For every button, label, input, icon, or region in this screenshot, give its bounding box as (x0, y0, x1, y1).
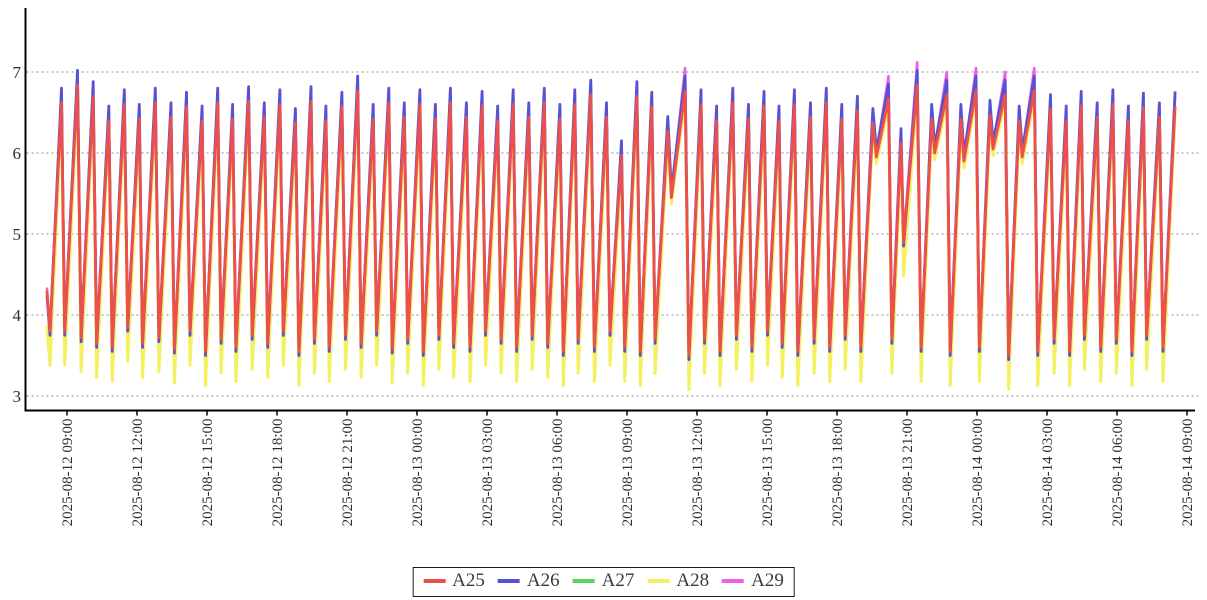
chart-legend: A25 A26 A27 A28 A29 (412, 567, 795, 597)
x-tick-label: 2025-08-14 00:00 (970, 419, 986, 527)
x-tick-label: 2025-08-12 18:00 (270, 419, 286, 527)
legend-item: A25 (423, 570, 485, 592)
legend-label: A28 (676, 570, 710, 591)
legend-swatch-icon (423, 579, 446, 583)
legend-label: A27 (601, 570, 635, 591)
y-tick-label: 4 (13, 306, 22, 325)
legend-label: A26 (526, 570, 560, 591)
x-tick-label: 2025-08-13 21:00 (900, 419, 916, 527)
legend-item: A28 (647, 570, 709, 592)
x-tick-label: 2025-08-12 21:00 (340, 419, 356, 527)
y-tick-label: 3 (13, 387, 22, 406)
y-tick-label: 6 (13, 144, 22, 163)
x-tick-label: 2025-08-12 15:00 (200, 419, 216, 527)
x-tick-label: 2025-08-14 03:00 (1040, 419, 1056, 527)
x-tick-label: 2025-08-13 12:00 (690, 419, 706, 527)
legend-swatch-icon (572, 579, 595, 583)
y-tick-label: 5 (13, 225, 22, 244)
x-tick-label: 2025-08-14 06:00 (1110, 419, 1126, 527)
chart-canvas: 3 4 5 6 7 2025-08-12 09:00 2025-08-12 12:00 202… (13, 8, 1200, 527)
legend-swatch-icon (722, 579, 745, 583)
x-tick-label: 2025-08-13 00:00 (410, 419, 426, 527)
legend-swatch-icon (647, 579, 670, 583)
legend-label: A29 (751, 570, 784, 591)
x-tick-label: 2025-08-12 12:00 (130, 419, 146, 527)
x-tick-label: 2025-08-13 18:00 (830, 419, 846, 527)
x-tick-label: 2025-08-13 06:00 (550, 419, 566, 527)
x-tick-label: 2025-08-14 09:00 (1180, 419, 1196, 527)
x-tick-label: 2025-08-12 09:00 (60, 419, 76, 527)
legend-label: A25 (452, 570, 485, 591)
legend-item: A26 (497, 570, 560, 592)
x-tick-label: 2025-08-13 09:00 (620, 419, 636, 527)
x-tick-label: 2025-08-13 15:00 (760, 419, 776, 527)
legend-item: A27 (572, 570, 635, 592)
legend-item: A29 (722, 570, 784, 592)
series-line-A25 (45, 83, 1177, 357)
y-tick-label: 7 (13, 63, 22, 82)
x-tick-label: 2025-08-13 03:00 (480, 419, 496, 527)
legend-swatch-icon (497, 579, 520, 583)
